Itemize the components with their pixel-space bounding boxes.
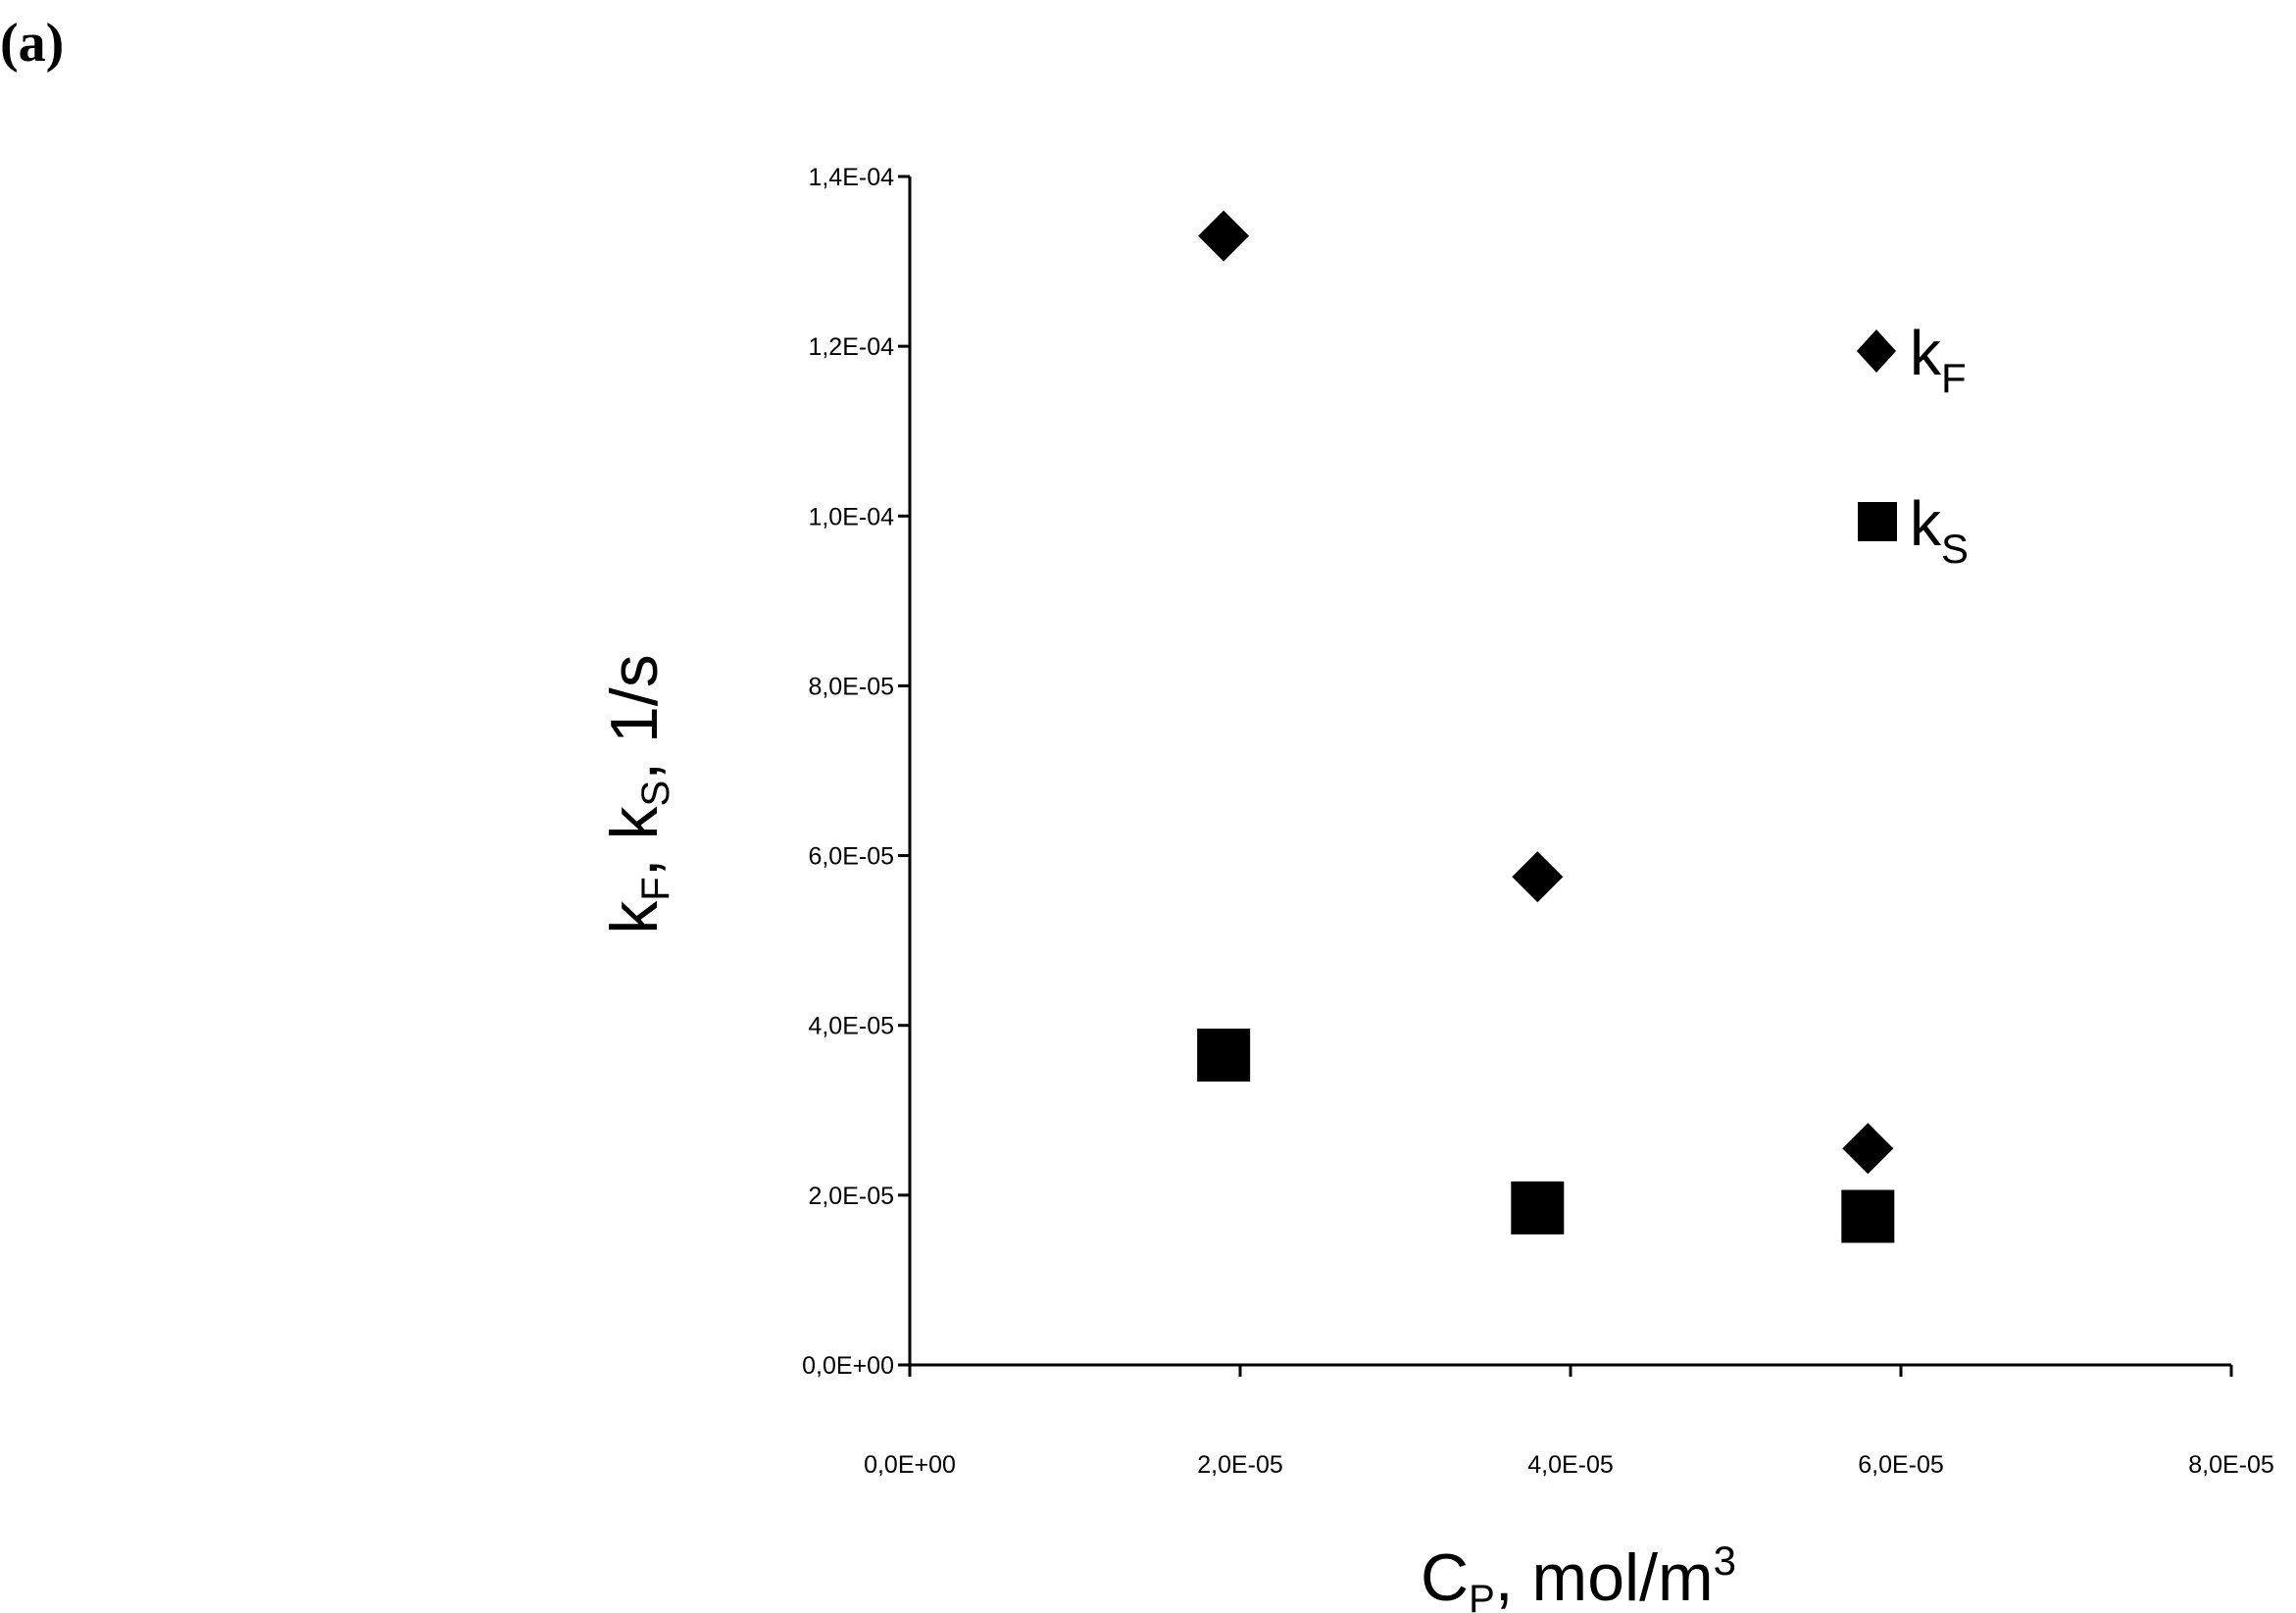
x-ticks: 0,0E+00 2,0E-05 4,0E-05 6,0E-05 8,0E-05 [864,1365,2274,1479]
legend-label-kf: kF [1910,318,1967,401]
ks-point [1511,1181,1565,1235]
kf-point [1842,1123,1894,1175]
y-tick-label: 1,2E-04 [808,333,894,361]
y-tick-label: 6,0E-05 [808,843,894,871]
y-tick-label: 0,0E+00 [802,1352,894,1380]
ks-point [1841,1189,1895,1243]
x-tick-label: 0,0E+00 [864,1451,956,1479]
y-tick-label: 1,0E-04 [808,503,894,530]
x-axis-title: CP, mol/m3 [1421,1537,1736,1613]
panel-label: (a) [0,13,64,74]
y-axis-title: kF, kS, 1/s [597,654,677,933]
y-tick-label: 1,4E-04 [808,164,894,191]
y-tick-label: 8,0E-05 [808,673,894,700]
legend-diamond-marker [1857,329,1896,373]
data-points [1197,210,1895,1243]
y-tick-label: 2,0E-05 [808,1183,894,1210]
kf-point [1512,851,1564,903]
ks-point [1197,1029,1251,1083]
legend-square-marker [1858,502,1897,541]
legend: kF kS [1857,318,1969,572]
x-tick-label: 6,0E-05 [1858,1451,1944,1479]
legend-item-ks: kS [1858,488,1969,572]
x-tick-label: 8,0E-05 [2188,1451,2274,1479]
y-tick-label: 4,0E-05 [808,1013,894,1040]
legend-item-kf: kF [1857,318,1967,401]
legend-label-ks: kS [1910,488,1969,572]
x-tick-label: 4,0E-05 [1527,1451,1614,1479]
axes [908,176,2231,1367]
y-ticks: 0,0E+00 2,0E-05 4,0E-05 6,0E-05 8,0E-05 1,0E-… [802,164,910,1380]
x-tick-label: 2,0E-05 [1197,1451,1283,1479]
kf-point [1198,210,1250,262]
